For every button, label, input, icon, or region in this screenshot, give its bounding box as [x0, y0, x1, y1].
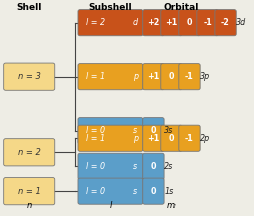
FancyBboxPatch shape: [143, 125, 164, 151]
FancyBboxPatch shape: [78, 178, 143, 204]
Text: l = 0: l = 0: [86, 126, 105, 135]
FancyBboxPatch shape: [143, 118, 164, 144]
FancyBboxPatch shape: [4, 63, 55, 90]
FancyBboxPatch shape: [4, 139, 55, 166]
Text: n = 3: n = 3: [18, 72, 41, 81]
Text: s: s: [133, 187, 137, 196]
FancyBboxPatch shape: [179, 125, 200, 151]
Text: 0: 0: [169, 72, 174, 81]
Text: +1: +1: [147, 134, 160, 143]
Text: s: s: [133, 126, 137, 135]
Text: -1: -1: [185, 134, 194, 143]
FancyBboxPatch shape: [78, 153, 143, 179]
FancyBboxPatch shape: [143, 153, 164, 179]
Text: -2: -2: [221, 18, 230, 27]
Text: n = 2: n = 2: [18, 148, 41, 157]
Text: l = 1: l = 1: [86, 72, 105, 81]
FancyBboxPatch shape: [143, 10, 164, 36]
Text: +1: +1: [165, 18, 178, 27]
FancyBboxPatch shape: [78, 125, 143, 151]
Text: 0: 0: [187, 18, 192, 27]
Text: 1s: 1s: [164, 187, 173, 196]
FancyBboxPatch shape: [179, 64, 200, 90]
Text: Shell: Shell: [17, 3, 42, 12]
FancyBboxPatch shape: [161, 64, 182, 90]
Text: +2: +2: [147, 18, 160, 27]
FancyBboxPatch shape: [143, 178, 164, 204]
FancyBboxPatch shape: [215, 10, 236, 36]
Text: 3d: 3d: [236, 18, 247, 27]
Text: d: d: [133, 18, 138, 27]
FancyBboxPatch shape: [4, 178, 55, 205]
Text: p: p: [133, 134, 138, 143]
Text: l = 2: l = 2: [86, 18, 105, 27]
Text: l = 0: l = 0: [86, 187, 105, 196]
FancyBboxPatch shape: [143, 64, 164, 90]
Text: mₗ: mₗ: [167, 200, 176, 210]
FancyBboxPatch shape: [179, 10, 200, 36]
Text: +1: +1: [147, 72, 160, 81]
Text: -1: -1: [185, 72, 194, 81]
Text: 3p: 3p: [200, 72, 211, 81]
FancyBboxPatch shape: [197, 10, 218, 36]
Text: 0: 0: [151, 126, 156, 135]
Text: l = 0: l = 0: [86, 162, 105, 171]
FancyBboxPatch shape: [78, 10, 143, 36]
Text: l: l: [109, 200, 112, 210]
Text: Subshell: Subshell: [89, 3, 132, 12]
Text: 2s: 2s: [164, 162, 173, 171]
Text: -1: -1: [203, 18, 212, 27]
Text: s: s: [133, 162, 137, 171]
Text: p: p: [133, 72, 138, 81]
FancyBboxPatch shape: [161, 10, 182, 36]
Text: Orbital: Orbital: [164, 3, 199, 12]
Text: n = 1: n = 1: [18, 187, 41, 196]
Text: 0: 0: [151, 187, 156, 196]
FancyBboxPatch shape: [161, 125, 182, 151]
Text: 0: 0: [151, 162, 156, 171]
FancyBboxPatch shape: [78, 64, 143, 90]
Text: l = 1: l = 1: [86, 134, 105, 143]
Text: 0: 0: [169, 134, 174, 143]
Text: n: n: [27, 200, 32, 210]
FancyBboxPatch shape: [78, 118, 143, 144]
Text: 2p: 2p: [200, 134, 211, 143]
Text: 3s: 3s: [164, 126, 173, 135]
